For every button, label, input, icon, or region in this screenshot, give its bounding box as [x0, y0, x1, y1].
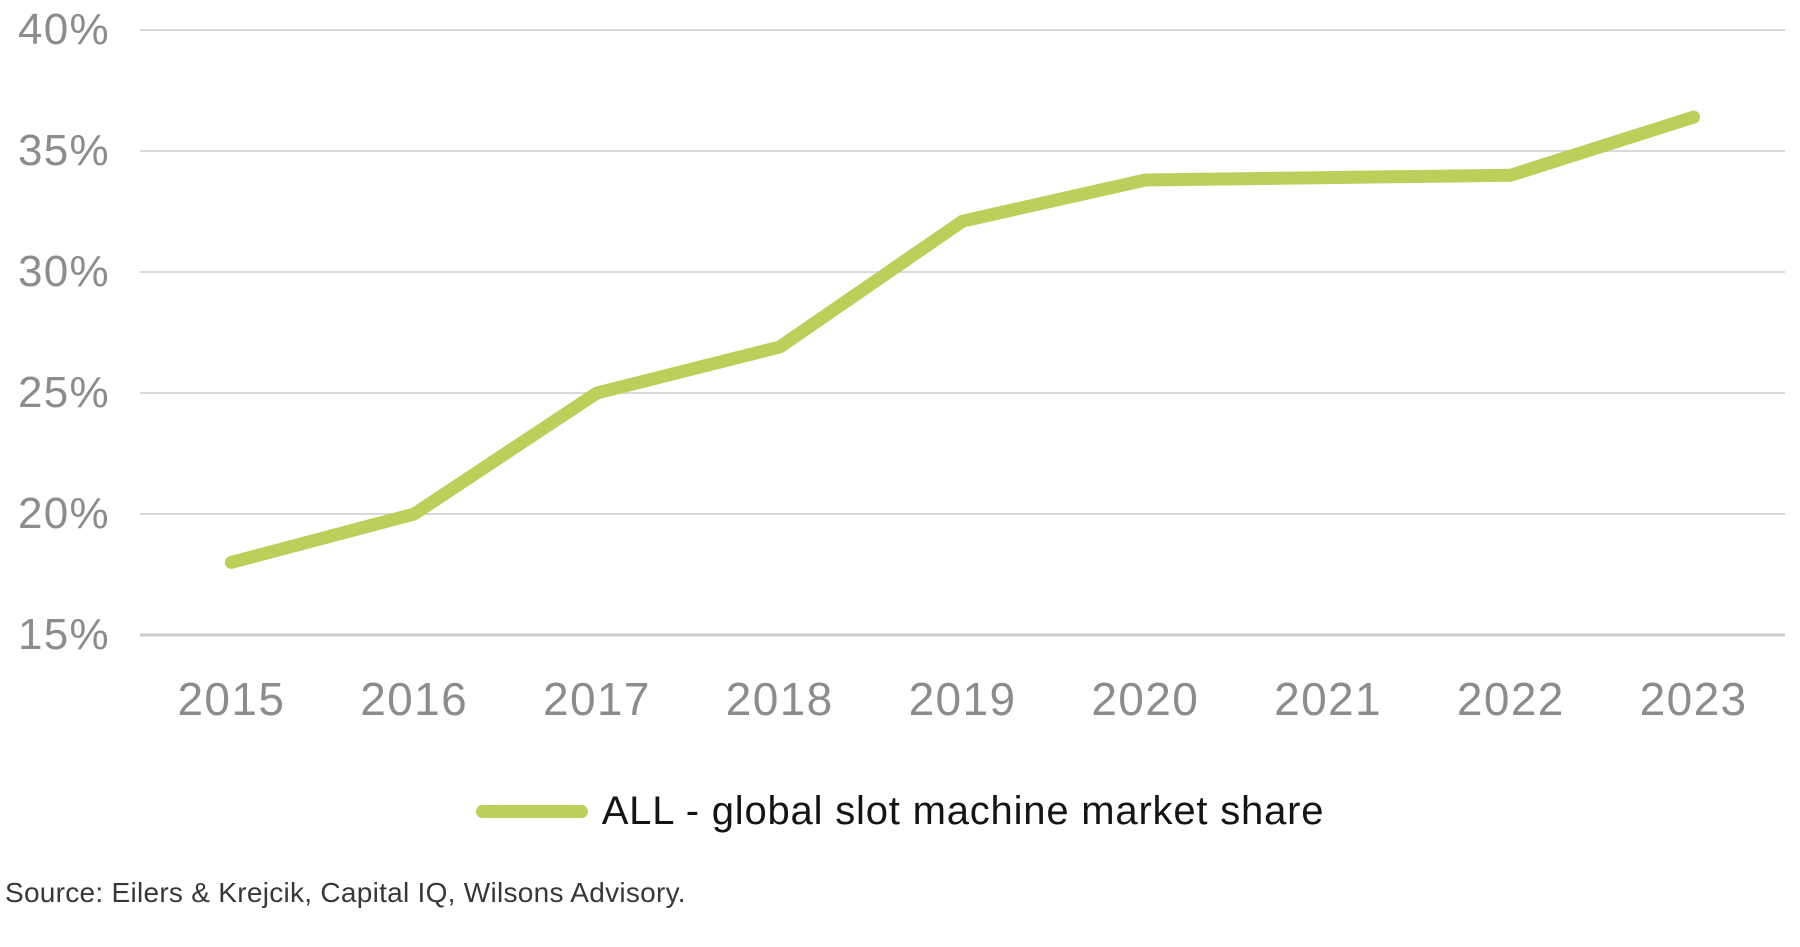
- gridlines: [140, 29, 1785, 637]
- source-note: Source: Eilers & Krejcik, Capital IQ, Wi…: [5, 877, 686, 908]
- legend: ALL - global slot machine market share: [0, 786, 1800, 836]
- x-tick-label: 2018: [725, 673, 834, 725]
- series-line: [224, 110, 1701, 569]
- x-tick-label: 2019: [908, 673, 1017, 725]
- x-tick-label: 2020: [1091, 673, 1200, 725]
- x-tick-label: 2021: [1274, 673, 1382, 725]
- y-tick-label: 25%: [17, 368, 110, 417]
- legend-line-swatch: [475, 804, 588, 818]
- plot-area: [140, 29, 1785, 637]
- legend-label: ALL - global slot machine market share: [601, 788, 1325, 833]
- x-tick-label: 2015: [177, 673, 286, 725]
- y-tick-label: 20%: [17, 489, 110, 538]
- y-tick-label: 40%: [17, 5, 110, 54]
- x-tick-label: 2022: [1456, 673, 1565, 725]
- y-tick-label: 15%: [17, 610, 110, 659]
- y-tick-label: 30%: [17, 247, 110, 296]
- x-tick-label: 2016: [360, 673, 469, 725]
- x-tick-label: 2023: [1639, 673, 1748, 725]
- y-tick-label: 35%: [17, 126, 110, 175]
- x-tick-label: 2017: [543, 673, 651, 725]
